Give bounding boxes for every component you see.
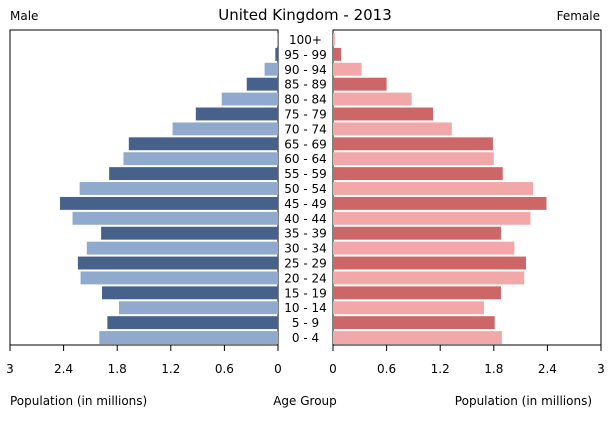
- female-bar: [333, 33, 335, 46]
- female-bar: [333, 301, 484, 315]
- male-x-axis-title: Population (in millions): [10, 394, 147, 408]
- male-bar: [107, 316, 278, 330]
- male-bar: [195, 107, 278, 121]
- male-bar: [80, 271, 278, 285]
- age-group-label: 40 - 44: [284, 212, 327, 226]
- male-bar: [264, 62, 278, 76]
- female-bar: [333, 316, 495, 330]
- male-bar: [172, 122, 278, 136]
- age-group-label: 25 - 29: [284, 257, 327, 271]
- age-group-label: 15 - 19: [284, 286, 327, 300]
- female-bar: [333, 241, 515, 255]
- male-bar: [275, 47, 278, 61]
- female-bars: [333, 33, 547, 344]
- age-group-label: 70 - 74: [284, 122, 327, 136]
- age-group-label: 0 - 4: [292, 331, 319, 345]
- male-label: Male: [10, 9, 38, 23]
- male-tick-label: 0: [274, 362, 282, 376]
- male-bar: [221, 92, 278, 106]
- female-tick-label: 0: [329, 362, 337, 376]
- female-bar: [333, 92, 412, 106]
- chart-title: United Kingdom - 2013: [218, 6, 392, 24]
- male-tick-label: 1.8: [108, 362, 127, 376]
- female-bar: [333, 256, 526, 270]
- male-bar: [118, 301, 278, 315]
- age-group-label: 45 - 49: [284, 197, 327, 211]
- male-bar: [72, 211, 279, 225]
- female-x-axis-title: Population (in millions): [455, 394, 592, 408]
- female-bar: [333, 137, 493, 151]
- male-bar: [102, 286, 278, 300]
- male-bar: [109, 167, 278, 181]
- male-bar: [128, 137, 278, 151]
- female-bar: [333, 271, 525, 285]
- female-bar: [333, 77, 387, 91]
- male-bar: [86, 241, 279, 255]
- female-bar: [333, 107, 434, 121]
- female-bar: [333, 47, 342, 61]
- female-axis-ticks: 0 0.6 1.2 1.8 2.4 3: [329, 345, 605, 376]
- male-bar: [277, 33, 278, 46]
- female-tick-label: 1.8: [484, 362, 503, 376]
- female-bar: [333, 211, 531, 225]
- age-group-label: 50 - 54: [284, 182, 327, 196]
- female-tick-label: 2.4: [538, 362, 557, 376]
- age-group-label: 20 - 24: [284, 271, 327, 285]
- age-group-label: 30 - 34: [284, 242, 327, 256]
- age-group-label: 75 - 79: [284, 107, 327, 121]
- female-bar: [333, 286, 501, 300]
- male-bar: [60, 196, 278, 210]
- female-bar: [333, 226, 501, 240]
- female-label: Female: [557, 9, 600, 23]
- male-tick-label: 1.2: [161, 362, 180, 376]
- age-group-label: 60 - 64: [284, 152, 327, 166]
- female-tick-label: 3: [597, 362, 605, 376]
- male-tick-label: 3: [6, 362, 14, 376]
- male-bar: [101, 226, 279, 240]
- age-group-label: 90 - 94: [284, 63, 327, 77]
- female-bar: [333, 196, 547, 210]
- age-group-label: 10 - 14: [284, 301, 327, 315]
- male-bars: [60, 33, 279, 344]
- male-bar: [246, 77, 278, 91]
- female-bar: [333, 122, 452, 136]
- age-group-label: 65 - 69: [284, 137, 327, 151]
- age-group-axis-title: Age Group: [273, 394, 337, 408]
- age-group-label: 85 - 89: [284, 78, 327, 92]
- age-group-label: 95 - 99: [284, 48, 327, 62]
- male-bar: [77, 256, 278, 270]
- male-bar: [79, 182, 279, 195]
- female-tick-label: 0.6: [377, 362, 396, 376]
- female-tick-label: 1.2: [431, 362, 450, 376]
- female-bar: [333, 331, 502, 344]
- age-group-label: 5 - 9: [292, 316, 319, 330]
- age-group-label: 80 - 84: [284, 93, 327, 107]
- male-axis-ticks: 3 2.4 1.8 1.2 0.6 0: [6, 345, 282, 376]
- age-group-label: 55 - 59: [284, 167, 327, 181]
- female-bar: [333, 62, 362, 76]
- male-bar: [99, 331, 278, 344]
- male-tick-label: 0.6: [215, 362, 234, 376]
- age-group-label: 100+: [289, 33, 322, 47]
- male-tick-label: 2.4: [54, 362, 73, 376]
- female-bar: [333, 152, 494, 166]
- female-bar: [333, 167, 503, 181]
- female-bar: [333, 182, 534, 195]
- age-group-label: 35 - 39: [284, 227, 327, 241]
- male-bar: [123, 152, 278, 166]
